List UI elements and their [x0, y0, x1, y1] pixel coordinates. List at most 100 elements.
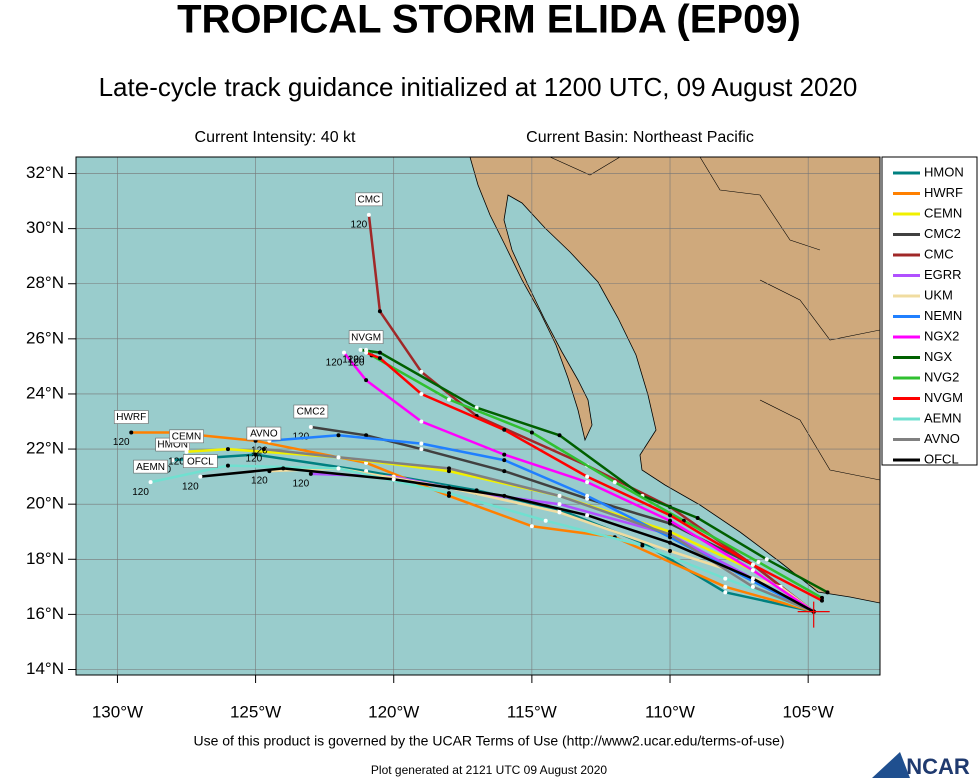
track-point — [557, 493, 562, 498]
track-point — [585, 474, 590, 479]
track-point — [502, 452, 507, 457]
border — [549, 157, 621, 176]
generated: Plot generated at 2121 UTC 09 August 202… — [371, 763, 607, 777]
track-point — [502, 493, 507, 498]
track-point — [253, 452, 258, 457]
track-point — [557, 502, 562, 507]
track — [150, 464, 815, 613]
track-point — [419, 441, 424, 446]
legend-label: EGRR — [924, 267, 962, 282]
subtitle: Late-cycle track guidance initialized at… — [99, 72, 858, 102]
model-box — [183, 454, 218, 468]
track-point — [419, 369, 424, 374]
y-tick-label: 18°N — [26, 549, 64, 568]
track-point — [377, 350, 382, 355]
track-point — [543, 518, 548, 523]
track-point — [612, 480, 617, 485]
legend-label: NVGM — [924, 390, 963, 405]
storm-position — [797, 601, 830, 628]
track-point — [750, 576, 755, 581]
track-point — [668, 513, 673, 518]
y-tick-label: 16°N — [26, 604, 64, 623]
track-point — [225, 447, 230, 452]
model-label: CEMN — [172, 431, 201, 442]
track-point — [557, 433, 562, 438]
x-tick-label: 130°W — [92, 702, 143, 721]
track-point — [585, 480, 590, 485]
track-point — [750, 584, 755, 589]
track-point — [377, 356, 382, 361]
y-tick-label: 24°N — [26, 383, 64, 402]
track-point — [446, 469, 451, 474]
track — [343, 351, 815, 613]
end-hour: 120 — [348, 357, 365, 368]
track-point — [281, 466, 286, 471]
legend-label: AEMN — [924, 410, 962, 425]
track — [360, 348, 829, 594]
track-point — [364, 347, 369, 352]
model-box — [113, 410, 149, 424]
end-hour: 120 — [182, 481, 199, 492]
track-point — [446, 491, 451, 496]
track-point — [764, 557, 769, 562]
end-hour: 120 — [348, 355, 365, 366]
map-frame — [75, 156, 881, 676]
track-point — [723, 584, 728, 589]
legend-label: CEMN — [924, 205, 962, 220]
track-point — [358, 347, 363, 352]
track-point — [419, 447, 424, 452]
track-point — [225, 463, 230, 468]
track-point — [502, 469, 507, 474]
x-tick-label: 115°W — [507, 702, 557, 721]
y-tick-label: 30°N — [26, 218, 64, 237]
track-point — [198, 474, 203, 479]
track-point — [129, 430, 134, 435]
track-point — [336, 466, 341, 471]
track-point — [474, 405, 479, 410]
model-label: CMC — [357, 195, 380, 206]
end-hour: 120 — [246, 454, 263, 465]
intensity: Current Intensity: 40 kt — [195, 129, 357, 146]
track-point — [308, 471, 313, 476]
track-point — [308, 425, 313, 430]
track-point — [502, 458, 507, 463]
track-point — [668, 549, 673, 554]
track-point — [419, 419, 424, 424]
track-point — [184, 449, 189, 454]
legend-label: HMON — [924, 164, 964, 179]
model-label: AVNO — [250, 429, 278, 440]
track-point — [419, 391, 424, 396]
terms: Use of this product is governed by the U… — [193, 733, 784, 749]
y-tick-label: 14°N — [26, 659, 64, 678]
y-tick-label: 20°N — [26, 494, 64, 513]
legend-label: NVG2 — [924, 369, 959, 384]
track-point — [750, 562, 755, 567]
track — [186, 447, 815, 613]
legend-label: CMC2 — [924, 226, 961, 241]
track-point — [668, 532, 673, 537]
track-point — [170, 458, 175, 463]
border — [759, 279, 880, 341]
track-point — [825, 590, 830, 595]
x-tick-label: 105°W — [783, 702, 834, 721]
end-hour: 120 — [168, 456, 185, 467]
end-hour: 120 — [326, 357, 343, 368]
y-tick-label: 32°N — [26, 163, 64, 182]
track — [365, 351, 823, 602]
model-box — [133, 459, 168, 474]
track-point — [364, 350, 369, 355]
legend-label: NEMN — [924, 308, 962, 323]
end-hour: 120 — [132, 487, 149, 498]
model-label: CMC2 — [297, 407, 326, 418]
model-box — [355, 192, 383, 207]
legend-label: UKM — [924, 287, 953, 302]
track-point — [585, 513, 590, 518]
track-point — [723, 590, 728, 595]
legend-label: AVNO — [924, 431, 960, 446]
legend-label: CMC — [924, 246, 954, 261]
y-tick-label: 26°N — [26, 328, 64, 347]
track-point — [446, 397, 451, 402]
track-point — [668, 518, 673, 523]
track-point — [585, 493, 590, 498]
track-point — [261, 447, 266, 452]
